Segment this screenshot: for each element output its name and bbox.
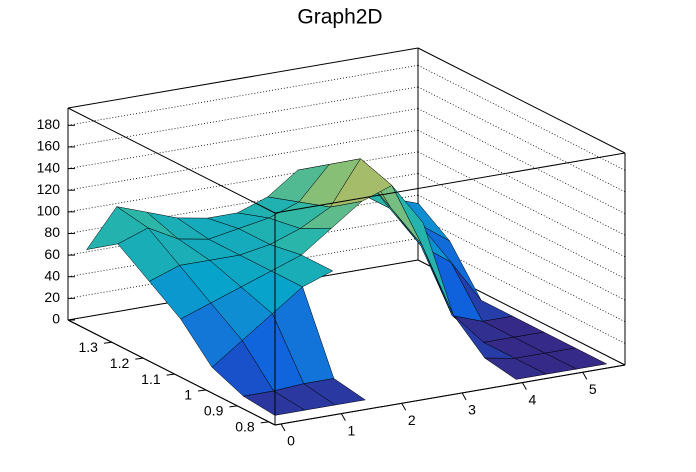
z-tick-label: 80: [44, 224, 60, 240]
z-tick-label: 140: [37, 159, 61, 175]
z-tick-label: 100: [37, 203, 61, 219]
z-tick-label: 20: [44, 289, 60, 305]
grid-line: [67, 151, 419, 213]
y-tick: [229, 405, 238, 408]
z-tick-label: 60: [44, 246, 60, 262]
box-edge: [274, 364, 626, 426]
surface-cell: [483, 357, 548, 380]
z-tick-label: 180: [37, 116, 61, 132]
box-edge: [274, 152, 626, 214]
surface-cell: [242, 390, 306, 416]
x-tick: [280, 423, 286, 432]
x-tick: [340, 413, 346, 421]
box-edge: [67, 47, 419, 109]
grid-line: [67, 108, 419, 169]
grid-line: [67, 64, 419, 126]
box-edge: [67, 319, 276, 426]
grid-line: [67, 173, 419, 234]
y-tick-label: 1.1: [141, 371, 161, 387]
x-tick: [401, 403, 407, 411]
y-tick: [197, 389, 207, 392]
y-tick-label: 1: [184, 387, 192, 403]
box-edge: [67, 107, 276, 214]
x-tick-label: 1: [347, 422, 355, 438]
y-tick: [260, 421, 269, 424]
z-tick-label: 160: [37, 138, 61, 154]
x-tick: [521, 382, 527, 390]
x-tick-label: 2: [408, 412, 416, 428]
grid-line: [67, 129, 419, 191]
chart-title: Graph2D: [297, 6, 382, 29]
grid-line: [67, 86, 419, 148]
z-tick-label: 40: [44, 267, 60, 283]
z-tick-label: 0: [52, 311, 60, 327]
y-tick: [103, 341, 112, 344]
x-tick-label: 5: [589, 381, 597, 397]
x-tick: [461, 392, 467, 401]
z-tick-label: 120: [37, 181, 61, 197]
x-tick: [582, 371, 588, 380]
y-tick-label: 1.2: [110, 355, 130, 371]
y-tick-label: 0.9: [204, 403, 224, 419]
x-tick-label: 3: [468, 402, 476, 418]
x-tick-label: 4: [529, 391, 537, 407]
surface-cell: [391, 185, 454, 316]
x-tick-label: 0: [287, 433, 295, 449]
box-edge: [417, 47, 626, 154]
y-tick: [135, 357, 144, 360]
y-tick-label: 0.8: [235, 419, 255, 435]
y-tick-label: 1.3: [78, 339, 98, 355]
y-tick: [166, 373, 175, 376]
